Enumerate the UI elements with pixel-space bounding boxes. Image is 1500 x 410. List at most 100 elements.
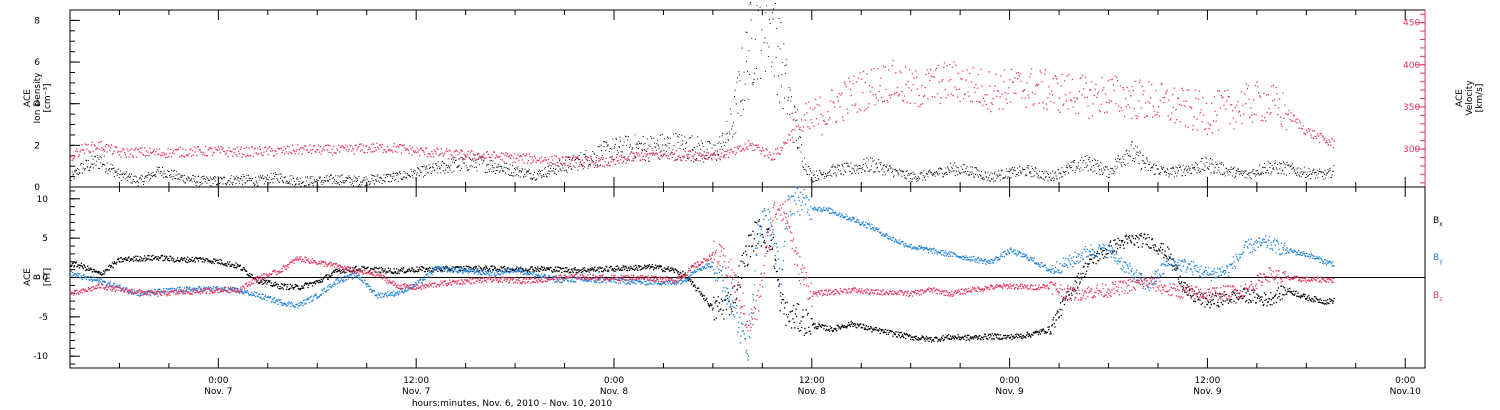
velocity-point (335, 152, 337, 154)
velocity-point (90, 144, 93, 146)
density-point (1078, 162, 1080, 164)
density-point (1088, 159, 1090, 161)
density-point (1195, 163, 1197, 165)
density-point (700, 148, 702, 150)
velocity-point (500, 152, 503, 154)
velocity-point (1291, 120, 1294, 122)
density-point (481, 159, 483, 161)
velocity-point (770, 159, 772, 161)
density-point (912, 171, 914, 173)
density-point (436, 165, 438, 167)
density-point (263, 177, 265, 179)
density-point (607, 144, 609, 146)
b-point (298, 288, 300, 291)
velocity-point (945, 96, 947, 99)
velocity-point (976, 100, 978, 102)
b-point (193, 259, 195, 261)
density-point (1097, 165, 1099, 167)
velocity-point (523, 162, 525, 164)
density-point (1109, 176, 1111, 178)
velocity-point (630, 151, 632, 154)
density-point (1311, 173, 1313, 175)
density-point (1192, 167, 1194, 169)
velocity-point (1137, 116, 1139, 118)
density-point (459, 158, 461, 160)
density-point (993, 180, 995, 182)
velocity-point (616, 160, 618, 162)
b-point (194, 257, 196, 260)
velocity-point (1118, 110, 1121, 112)
velocity-point (577, 157, 579, 159)
b-point (575, 269, 577, 271)
density-point (503, 170, 505, 172)
density-point (111, 168, 113, 170)
density-point (296, 178, 298, 180)
velocity-point (849, 88, 852, 91)
density-point (388, 181, 390, 183)
density-point (902, 171, 904, 173)
velocity-point (371, 143, 373, 145)
b-point (342, 271, 345, 273)
density-point (1036, 172, 1038, 174)
b-point (311, 282, 313, 284)
density-point (1161, 168, 1163, 170)
b-point (621, 269, 624, 271)
density-point (1116, 166, 1118, 168)
density-point (504, 172, 506, 174)
density-point (931, 173, 933, 175)
velocity-point (1165, 91, 1168, 93)
velocity-point (373, 150, 376, 153)
density-point (210, 178, 212, 180)
velocity-point (312, 145, 315, 147)
density-point (1001, 170, 1003, 172)
density-point (319, 176, 321, 178)
density-point (481, 162, 483, 164)
density-point (95, 165, 97, 167)
b-point (390, 271, 393, 273)
density-point (534, 179, 536, 181)
velocity-point (563, 162, 565, 164)
density-point (564, 162, 566, 164)
velocity-point (234, 148, 236, 150)
velocity-point (635, 152, 638, 154)
b-point (87, 269, 90, 271)
density-point (865, 162, 867, 164)
density-point (1170, 167, 1172, 169)
density-point (1120, 162, 1122, 164)
velocity-point (497, 155, 499, 158)
density-point (335, 181, 337, 183)
b-point (794, 313, 797, 315)
density-point (1226, 170, 1228, 172)
velocity-point (1295, 118, 1297, 121)
b-point (717, 296, 719, 298)
density-point (741, 47, 743, 49)
density-point (702, 142, 704, 144)
velocity-point (1269, 113, 1271, 115)
density-point (1221, 173, 1223, 175)
density-point (358, 175, 360, 177)
velocity-point (1038, 102, 1041, 104)
density-point (475, 166, 477, 168)
density-point (1267, 160, 1269, 162)
density-point (1301, 174, 1303, 176)
density-point (1305, 176, 1307, 178)
velocity-point (432, 153, 434, 155)
density-point (221, 178, 223, 180)
density-point (1001, 169, 1003, 171)
velocity-point (223, 150, 225, 153)
velocity-point (150, 151, 152, 153)
density-point (741, 100, 743, 102)
velocity-point (192, 154, 195, 156)
velocity-point (212, 151, 215, 153)
density-point (1136, 146, 1138, 148)
velocity-point (732, 152, 734, 154)
velocity-point (70, 156, 72, 158)
b-point (565, 267, 567, 269)
density-point (1210, 172, 1212, 174)
density-point (202, 176, 204, 178)
b-point (658, 265, 660, 268)
velocity-point (294, 153, 296, 155)
velocity-point (816, 103, 819, 106)
velocity-point (636, 154, 638, 156)
density-point (807, 166, 809, 168)
